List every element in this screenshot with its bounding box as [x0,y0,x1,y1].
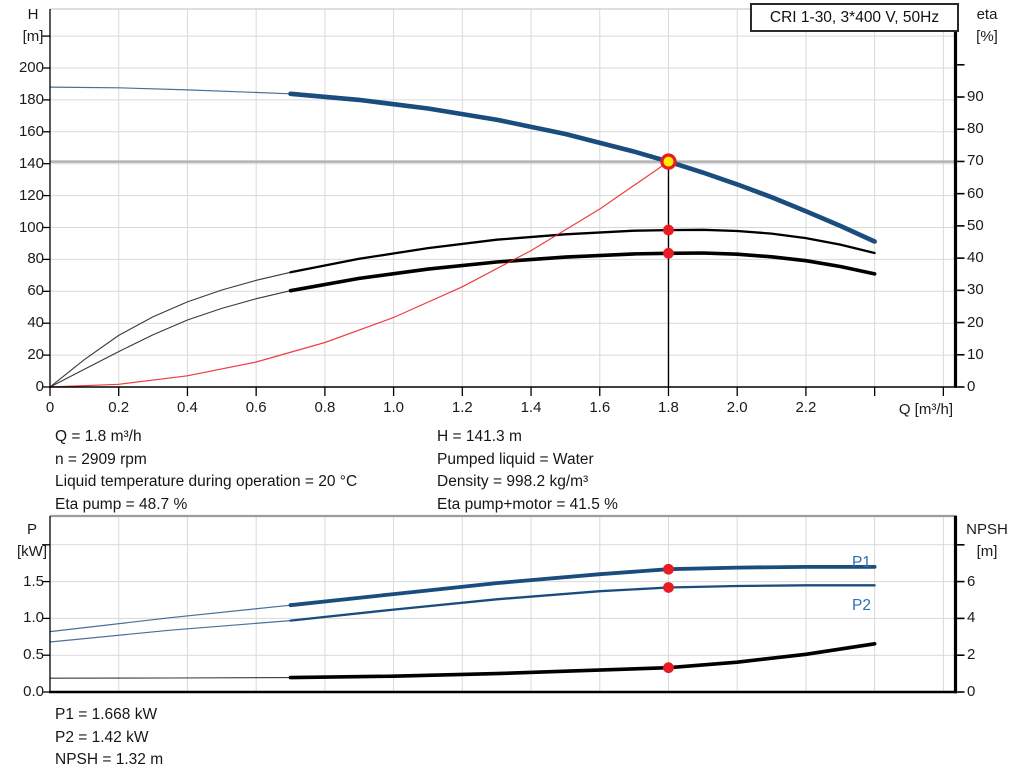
p2-curve-thin [49,620,292,643]
npsh-curve [288,642,877,680]
tick-label: 2.0 [726,399,748,416]
eta-axis-unit: [%] [976,28,998,45]
tick-label: 30 [967,281,984,299]
tick-label: 4 [967,609,976,627]
tick-label: 1.6 [589,399,611,416]
p2-curve [289,584,876,622]
tick-label: 0.8 [314,399,336,416]
results-block: P1 = 1.668 kW P2 = 1.42 kW NPSH = 1.32 m [55,704,163,772]
npsh-axis-symbol: NPSH [966,521,1008,538]
tick-label: 0.0 [23,683,44,700]
tick-label: 200 [18,59,44,76]
result-p2: P2 = 1.42 kW [55,728,149,746]
head-curve-thin [49,86,292,95]
tick-label: 80 [27,250,44,268]
tick-label: 6 [967,572,976,590]
operating-dot-marker [663,662,674,674]
info-density: Density = 998.2 kg/m³ [437,473,589,491]
operating-info-left: Q = 1.8 m³/h n = 2909 rpm Liquid tempera… [55,426,357,516]
operating-info-right: H = 141.3 m Pumped liquid = Water Densit… [437,426,618,516]
tick-label: 100 [18,218,44,236]
h-axis-label: H [m] [12,4,54,48]
info-head: H = 141.3 m [437,428,522,445]
info-pumped-liquid: Pumped liquid = Water [437,450,594,468]
tick-label: 140 [18,154,44,172]
tick-label: 0.4 [177,399,198,416]
tick-label: 70 [967,152,984,170]
tick-label: 180 [18,90,44,108]
tick-label: 80 [967,120,984,138]
p1-curve [288,565,877,608]
info-liquid-temperature: Liquid temperature during operation = 20… [55,473,358,491]
eta-axis-label: eta [%] [963,4,1011,48]
tick-label: 2.2 [795,399,817,416]
eta-axis-symbol: eta [976,6,998,23]
tick-label: 40 [967,249,984,267]
info-eta-pump-motor: Eta pump+motor = 41.5 % [437,495,618,513]
pump-title: CRI 1-30, 3*400 V, 50Hz [769,8,940,26]
tick-label: 120 [18,186,44,204]
tick-label: 0 [45,399,55,416]
tick-label: 60 [27,282,44,300]
p2-curve-label: P2 [852,597,871,614]
duty-point-marker [660,153,677,170]
tick-label: 2 [967,646,976,664]
tick-label: 1.2 [451,399,473,416]
tick-label: 0 [967,378,976,395]
eta-pump [289,228,876,274]
operating-dot-marker [663,563,674,575]
tick-label: 20 [27,346,44,364]
pump-title-box: CRI 1-30, 3*400 V, 50Hz [750,3,959,32]
tick-label: 1.8 [658,399,679,416]
p1-curve-thin [49,604,292,633]
tick-label: 1.4 [520,399,542,416]
npsh-axis-unit: [m] [976,543,998,560]
tick-label: 1.5 [23,572,44,590]
info-speed: n = 2909 rpm [55,450,147,468]
system-curve [49,161,670,388]
operating-dot-marker [663,247,674,259]
p-axis-unit: [kW] [17,543,47,560]
q-axis-label: Q [m³/h] [898,401,953,418]
h-axis-symbol: H [27,6,39,23]
tick-label: 0.5 [23,646,44,664]
tick-label: 40 [27,314,44,332]
tick-label: 0 [35,378,44,395]
tick-label: 90 [967,88,984,105]
tick-label: 20 [967,313,984,331]
tick-label: 160 [18,122,44,140]
info-eta-pump: Eta pump = 48.7 % [55,495,188,513]
tick-label: 1.0 [383,399,405,416]
p-axis-label: P [kW] [8,519,56,563]
eta-pump-motor [288,251,877,293]
eta-pump-motor-thin [49,290,292,388]
p1-curve-label: P1 [852,554,871,571]
info-q: Q = 1.8 m³/h [55,428,142,445]
result-p1: P1 = 1.668 kW [55,706,158,723]
tick-label: 50 [967,216,984,234]
npsh-curve-thin [49,677,292,679]
tick-label: 0.2 [108,399,130,416]
eta-pump-thin [49,271,292,388]
h-axis-unit: [m] [22,28,44,45]
tick-label: 1.0 [23,609,44,627]
p-axis-symbol: P [26,521,37,538]
result-npsh: NPSH = 1.32 m [55,751,164,769]
tick-label: 10 [967,345,984,363]
tick-label: 60 [967,184,984,202]
npsh-axis-label: NPSH [m] [958,519,1016,563]
operating-dot-marker [663,582,674,593]
operating-dot-marker [663,224,674,236]
tick-label: 0.6 [245,399,267,416]
tick-label: 0 [967,683,976,700]
